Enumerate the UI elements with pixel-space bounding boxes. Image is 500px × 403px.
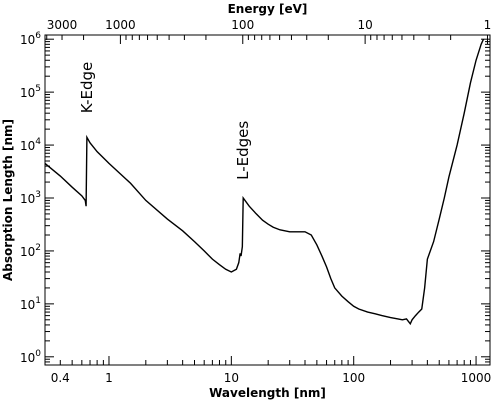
y-tick-label: 105 — [20, 84, 41, 100]
top-tick-label: 3000 — [47, 18, 78, 32]
annotation-label: L-Edges — [234, 121, 252, 180]
top-axis-title: Energy [eV] — [228, 2, 308, 16]
top-tick-label: 1 — [484, 18, 492, 32]
x-tick-label: 10 — [224, 371, 239, 385]
x-tick-label: 100 — [342, 371, 365, 385]
y-tick-label: 102 — [20, 243, 41, 259]
x-axis-title: Wavelength [nm] — [209, 386, 326, 400]
x-tick-label: 1000 — [461, 371, 492, 385]
y-axis-title: Absorption Length [nm] — [1, 119, 15, 281]
top-tick-label: 10 — [357, 18, 372, 32]
top-tick-label: 1000 — [105, 18, 136, 32]
x-tick-label: 1 — [105, 371, 113, 385]
x-tick-label: 0.4 — [51, 371, 70, 385]
annotations: K-Edge L-Edges — [78, 62, 252, 180]
top-tick-label: 100 — [231, 18, 254, 32]
tick-marks — [44, 35, 490, 366]
y-tick-label: 101 — [20, 296, 41, 312]
y-tick-label: 106 — [20, 31, 41, 47]
annotation-label: K-Edge — [78, 62, 96, 113]
absorption-curve — [44, 38, 485, 326]
plot-frame — [44, 34, 491, 366]
y-tick-label: 104 — [20, 137, 41, 153]
y-tick-label: 103 — [20, 190, 41, 206]
y-tick-label: 100 — [20, 349, 41, 365]
